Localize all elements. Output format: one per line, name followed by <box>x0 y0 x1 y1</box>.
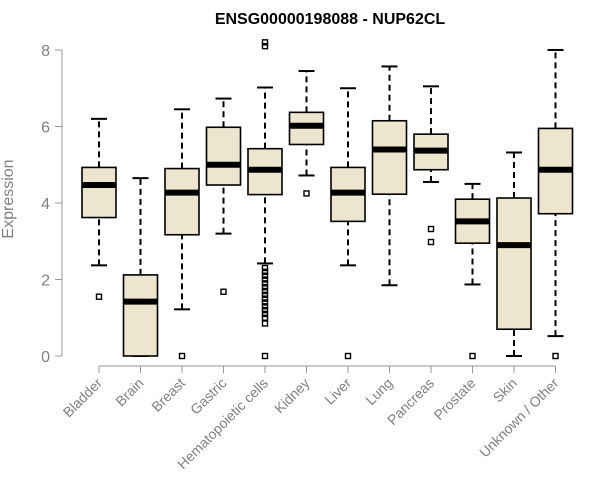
y-tick-label: 8 <box>41 43 50 60</box>
iqr-box <box>122 274 159 357</box>
outlier-point <box>261 291 269 298</box>
y-tick-label: 2 <box>41 273 50 290</box>
outlier-point <box>427 225 435 233</box>
x-tick-label: Unknown / Other <box>476 375 562 461</box>
box-brain <box>122 177 159 357</box>
box-hematopoietic-cells <box>247 39 283 360</box>
box-prostate <box>454 182 491 360</box>
outlier-point <box>95 293 103 300</box>
x-tick-label: Prostate <box>430 375 478 423</box>
box-kidney <box>288 70 325 197</box>
outlier-point <box>427 238 435 246</box>
y-axis: 0 2 4 6 8 <box>41 43 63 366</box>
outlier-point <box>261 295 269 302</box>
outlier-point <box>261 42 269 50</box>
iqr-box <box>164 167 200 236</box>
outlier-point <box>261 320 269 327</box>
outlier-point <box>261 310 269 318</box>
outlier-point <box>261 306 269 314</box>
outlier-point <box>552 352 559 360</box>
outlier-point <box>261 352 269 360</box>
outlier-point <box>261 276 269 283</box>
y-axis-title: Expression <box>0 159 17 238</box>
outlier-point <box>261 39 269 46</box>
chart-title: ENSG00000198088 - NUP62CL <box>215 11 446 28</box>
box-skin <box>496 151 532 357</box>
box-lung <box>371 65 408 287</box>
iqr-box <box>81 166 117 219</box>
outlier-point <box>261 264 269 272</box>
x-tick-label: Liver <box>321 375 354 408</box>
iqr-box <box>496 197 532 331</box>
y-tick-label: 6 <box>41 120 50 137</box>
box-liver <box>330 87 366 360</box>
outlier-point <box>178 352 186 360</box>
iqr-box <box>205 126 242 186</box>
y-tick-label: 4 <box>41 196 50 213</box>
x-tick-label: Brain <box>112 375 146 409</box>
boxes-group <box>81 39 574 360</box>
box-unknown-other <box>537 49 574 360</box>
outlier-point <box>261 303 269 310</box>
x-tick-label: Skin <box>490 375 521 406</box>
box-bladder <box>81 117 117 300</box>
outlier-point <box>261 314 269 321</box>
box-pancreas <box>413 85 449 246</box>
outlier-point <box>344 352 352 360</box>
x-tick-label: Breast <box>148 375 188 415</box>
outlier-point <box>261 272 269 279</box>
iqr-box <box>371 119 408 196</box>
outlier-point <box>261 299 269 306</box>
outlier-point <box>469 352 476 360</box>
outlier-point <box>220 288 227 295</box>
x-tick-label: Lung <box>362 375 395 408</box>
x-tick-label: Kidney <box>271 375 313 417</box>
box-breast <box>164 108 200 360</box>
box-gastric <box>205 97 242 295</box>
outlier-point <box>261 287 269 295</box>
outlier-point <box>261 268 269 276</box>
y-tick-label: 0 <box>41 349 50 366</box>
outlier-point <box>261 280 269 287</box>
outlier-point <box>303 190 310 197</box>
outlier-point <box>261 283 269 291</box>
x-tick-label: Bladder <box>60 375 106 421</box>
